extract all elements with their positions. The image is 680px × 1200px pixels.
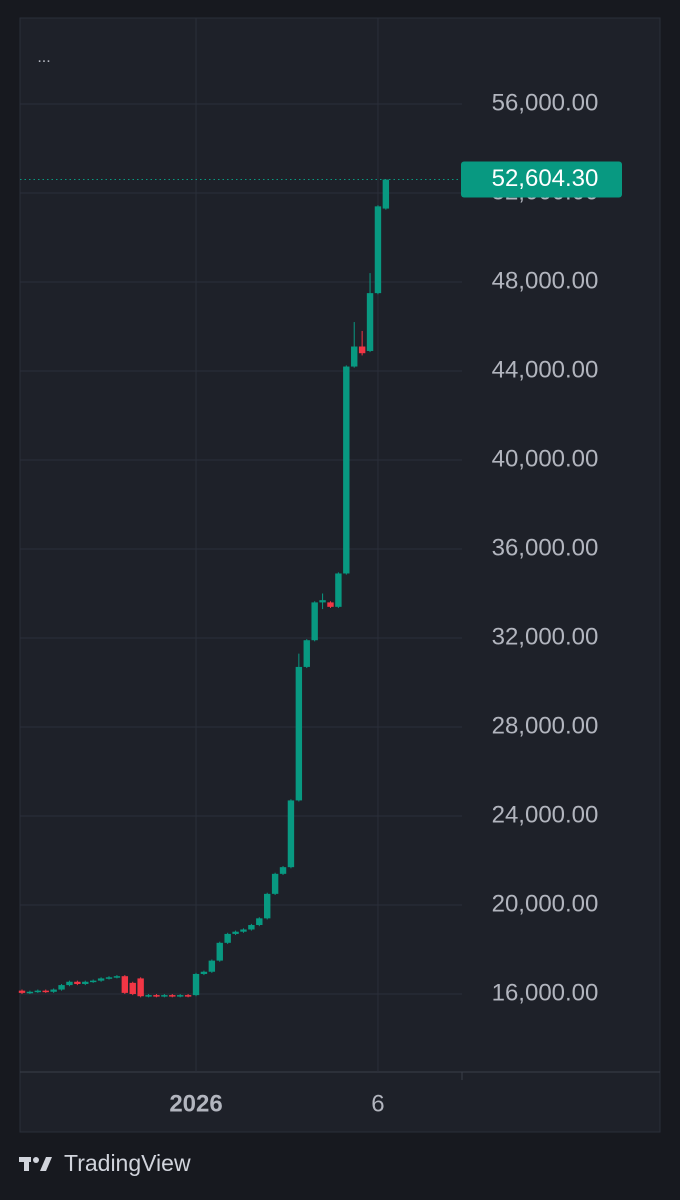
candle-body <box>42 990 49 993</box>
candle-body <box>295 666 303 801</box>
candle-body <box>89 980 97 983</box>
candle-body <box>232 931 239 934</box>
candle-body <box>66 981 73 986</box>
candle-body <box>256 918 263 926</box>
candle-body <box>177 995 184 997</box>
candle-body <box>335 573 342 607</box>
y-tick-label: 36,000.00 <box>492 534 599 561</box>
candle-body <box>113 976 121 978</box>
last-price-badge <box>461 161 622 198</box>
candle-body <box>287 800 295 868</box>
candle-body <box>343 366 350 574</box>
candle-body <box>105 977 113 979</box>
candle-body <box>97 978 105 981</box>
x-tick-label: 2026 <box>169 1090 222 1117</box>
candle-body <box>319 600 326 603</box>
candle-body <box>184 995 192 997</box>
y-tick-label: 16,000.00 <box>492 979 599 1006</box>
candle-body <box>279 867 287 874</box>
candle-body <box>137 978 144 997</box>
candle-body <box>169 995 176 997</box>
x-tick-label: 6 <box>371 1090 384 1117</box>
candle-body <box>208 960 216 972</box>
y-tick-label: 28,000.00 <box>492 712 599 739</box>
candle-body <box>200 971 208 974</box>
candle-body <box>271 873 279 894</box>
y-tick-label: 56,000.00 <box>492 89 599 116</box>
y-tick-label: 24,000.00 <box>492 801 599 828</box>
candle-body <box>145 995 152 997</box>
candle-body <box>18 990 26 993</box>
y-tick-label: 44,000.00 <box>492 356 599 383</box>
candle-body <box>129 982 136 994</box>
candle-body <box>74 981 81 984</box>
candle-body <box>311 602 318 641</box>
candle-body <box>216 942 223 961</box>
last-price-label: 52,604.30 <box>492 165 599 192</box>
candle-body <box>240 929 247 932</box>
candle-body <box>374 206 382 294</box>
candle-body <box>34 990 42 993</box>
candle-body <box>121 976 129 993</box>
candle-body <box>382 179 390 209</box>
candle-body <box>248 925 255 930</box>
candle-body <box>358 346 366 354</box>
candle-body <box>153 995 160 997</box>
candle-body <box>264 893 271 919</box>
y-tick-label: 20,000.00 <box>492 890 599 917</box>
candle-body <box>161 995 168 997</box>
candle-body <box>50 989 57 992</box>
candle-body <box>327 602 334 607</box>
brand-name: TradingView <box>64 1150 191 1176</box>
candle-body <box>192 973 200 996</box>
y-tick-label: 32,000.00 <box>492 623 599 650</box>
candle-body <box>303 640 310 667</box>
candle-body <box>224 933 231 943</box>
menu-button[interactable]: ... <box>37 49 50 66</box>
candle-body <box>26 991 34 994</box>
candle-body <box>58 985 65 990</box>
candle-body <box>351 346 358 367</box>
candle-body <box>82 981 89 984</box>
y-tick-label: 48,000.00 <box>492 267 599 294</box>
brand-logo <box>19 1157 52 1171</box>
y-tick-label: 40,000.00 <box>492 445 599 472</box>
candle-body <box>366 293 374 351</box>
